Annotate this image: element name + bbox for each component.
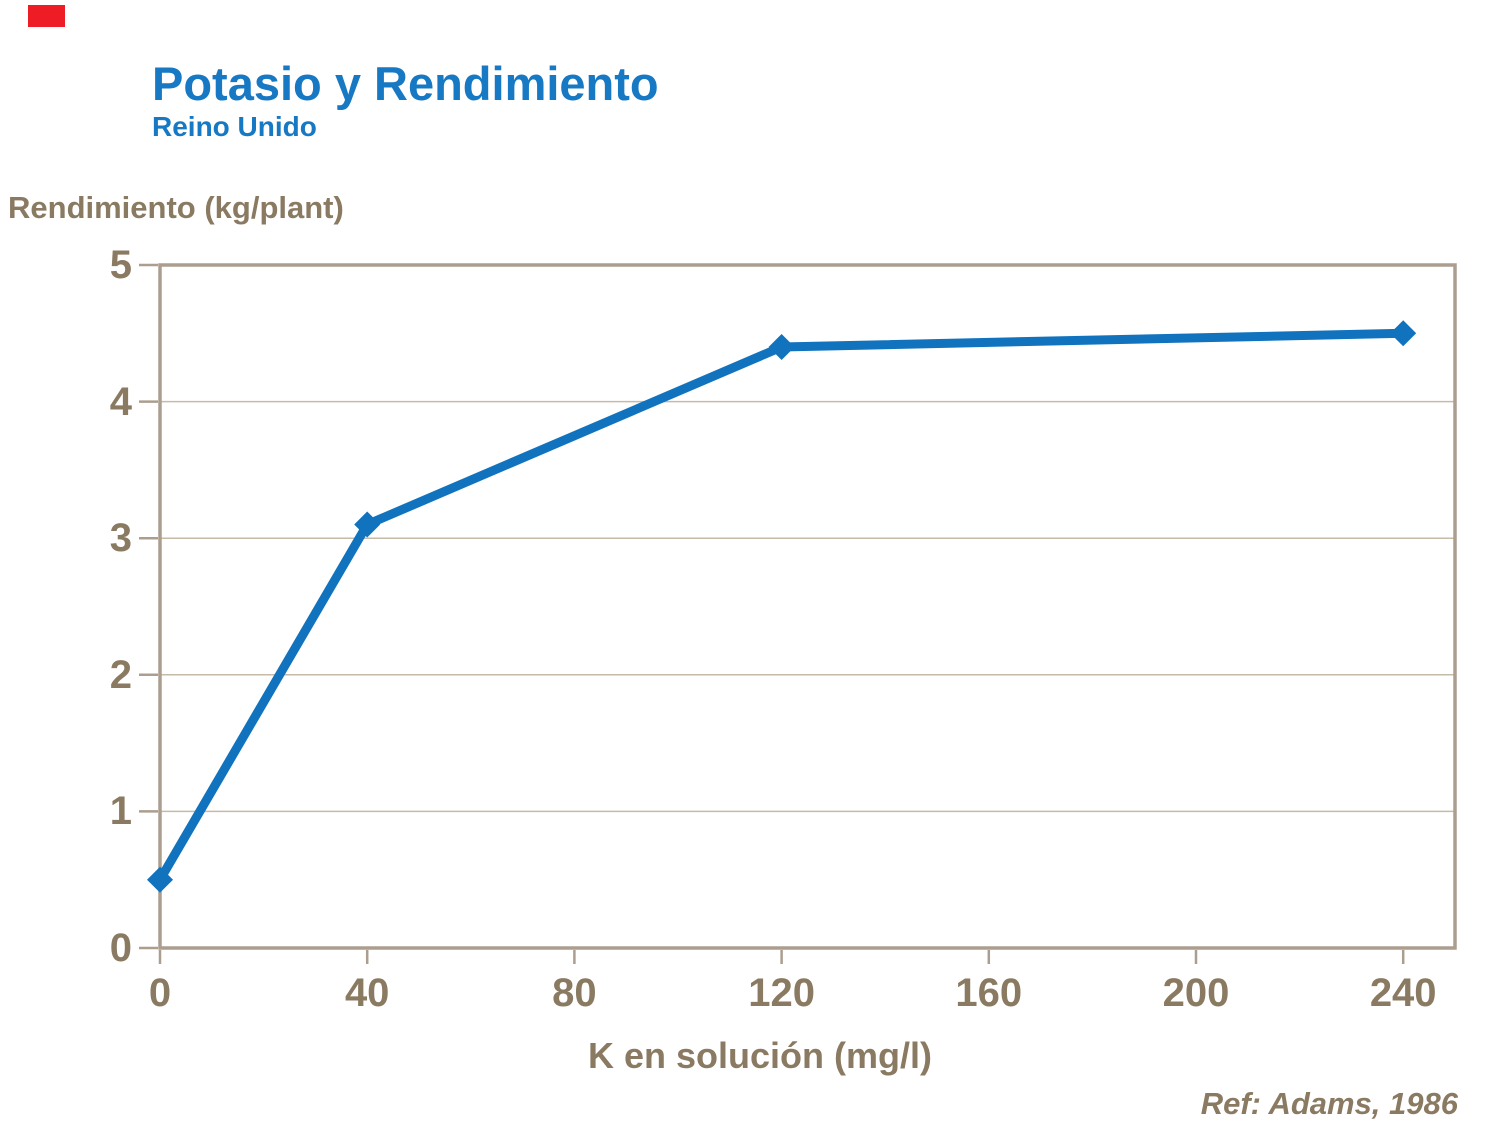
- y-tick-label: 1: [109, 789, 132, 834]
- y-axis-title: Rendimiento (kg/plant): [8, 190, 344, 225]
- chart-title: Potasio y Rendimiento: [152, 57, 659, 110]
- data-line: [156, 328, 1404, 882]
- x-tick-label: 40: [344, 971, 390, 1015]
- x-tick-label: 160: [955, 971, 1023, 1015]
- x-tick-label: 0: [148, 971, 172, 1015]
- chart-subtitle: Reino Unido: [152, 111, 317, 142]
- y-tick-label: 5: [109, 243, 132, 287]
- y-tick-label: 0: [109, 926, 132, 970]
- x-axis-title: K en solución (mg/l): [587, 1035, 933, 1076]
- y-tick-label: 2: [109, 652, 132, 697]
- plot-border: [158, 263, 1457, 950]
- data-point-marker: [354, 511, 381, 538]
- y-tick-label: 3: [109, 516, 132, 561]
- slide-accent-mark: [28, 5, 65, 27]
- data-point-marker: [768, 333, 795, 360]
- x-tick-label: 120: [748, 971, 815, 1015]
- y-tick-label: 4: [109, 379, 132, 424]
- x-tick-label: 80: [552, 971, 597, 1015]
- x-tick-label: 240: [1369, 971, 1437, 1015]
- reference-note: Ref: Adams, 1986: [1200, 1086, 1458, 1121]
- data-point-marker: [147, 866, 173, 893]
- x-tick-label: 200: [1162, 971, 1230, 1015]
- data-point-marker: [1390, 320, 1417, 347]
